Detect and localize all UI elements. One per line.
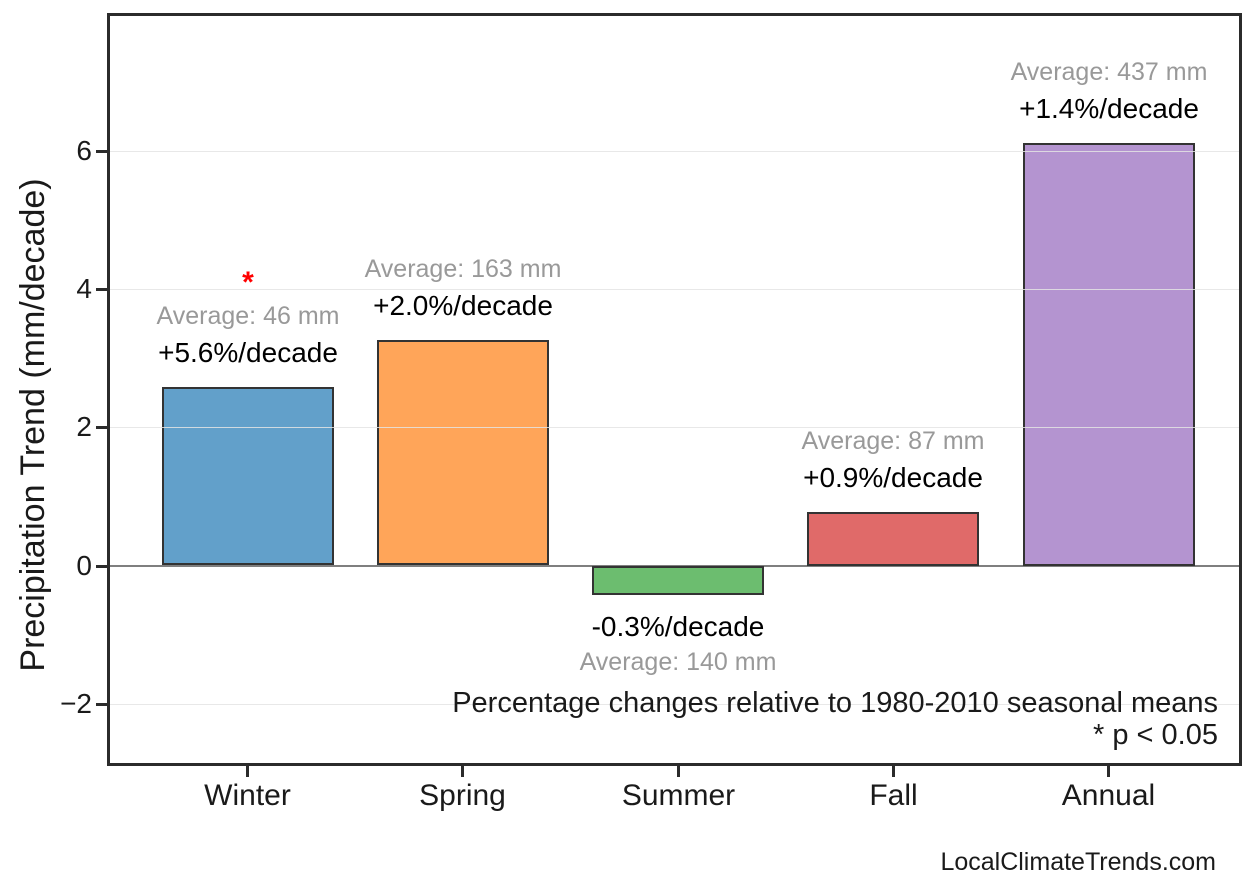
y-gridline (110, 704, 1239, 705)
x-tick-label-fall: Fall (869, 779, 918, 812)
bar-pct-label-fall: +0.9%/decade (803, 462, 983, 493)
note-significance: * p < 0.05 (1093, 719, 1218, 751)
bar-spring (377, 340, 549, 565)
bar-pct-label-winter: +5.6%/decade (158, 337, 338, 368)
x-tick (461, 766, 464, 777)
bar-avg-label-annual: Average: 437 mm (1010, 58, 1208, 86)
x-tick (892, 766, 895, 777)
bar-annual (1023, 143, 1195, 566)
y-tick-label: 2 (76, 411, 92, 442)
note-relative-means: Percentage changes relative to 1980-2010… (452, 687, 1218, 719)
bar-avg-label-winter: Average: 46 mm (156, 302, 340, 330)
y-tick-label: 4 (76, 273, 92, 304)
bar-summer (592, 566, 764, 595)
y-tick (96, 565, 107, 568)
bar-pct-label-summer: -0.3%/decade (591, 611, 765, 642)
y-tick-label: 0 (76, 550, 92, 581)
bar-pct-label-spring: +2.0%/decade (373, 290, 553, 321)
bar-avg-label-summer: Average: 140 mm (579, 648, 777, 676)
x-tick-label-annual: Annual (1061, 779, 1156, 812)
y-gridline (110, 151, 1239, 152)
y-tick (96, 703, 107, 706)
y-gridline (110, 427, 1239, 428)
x-tick-label-spring: Spring (419, 779, 506, 812)
bar-fall (807, 512, 979, 566)
y-tick-label: −2 (60, 688, 92, 719)
y-gridline (110, 289, 1239, 290)
footer-watermark: LocalClimateTrends.com (940, 848, 1216, 876)
y-tick (96, 426, 107, 429)
y-tick (96, 150, 107, 153)
x-tick-label-summer: Summer (621, 779, 736, 812)
x-tick-label-winter: Winter (204, 779, 291, 812)
x-tick (246, 766, 249, 777)
bar-avg-label-spring: Average: 163 mm (364, 255, 562, 283)
x-tick (1107, 766, 1110, 777)
y-tick-label: 6 (76, 135, 92, 166)
significance-asterisk: * (242, 266, 254, 299)
y-tick (96, 288, 107, 291)
x-tick (677, 766, 680, 777)
bar-winter (162, 387, 334, 565)
bar-avg-label-fall: Average: 87 mm (801, 427, 985, 455)
bar-pct-label-annual: +1.4%/decade (1019, 93, 1199, 124)
